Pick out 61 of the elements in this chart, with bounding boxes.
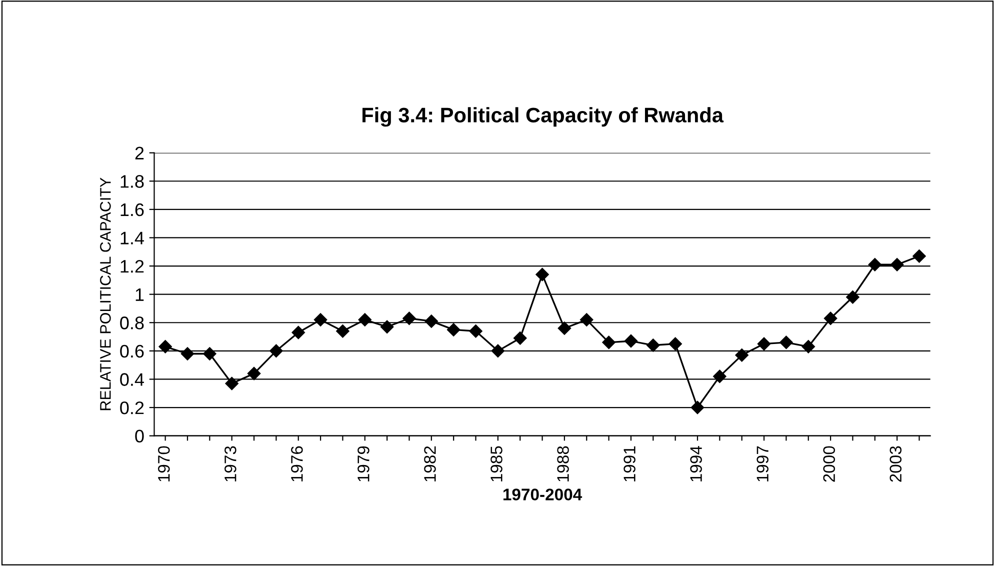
point <box>780 336 793 350</box>
point <box>514 332 527 345</box>
y-axis-title: RELATIVE POLITICAL CAPACITY <box>100 178 111 410</box>
x-tick-label: 1973 <box>224 446 236 482</box>
point <box>158 340 172 354</box>
chart-title: Fig 3.4: Political Capacity of Rwanda <box>362 107 724 127</box>
point <box>580 313 594 326</box>
point <box>402 312 416 325</box>
point <box>824 312 838 325</box>
point <box>802 340 815 354</box>
point <box>424 314 438 328</box>
y-tick-label: 1 <box>136 288 144 301</box>
point <box>446 323 460 336</box>
y-tick-label: 1.4 <box>120 232 144 244</box>
x-tick-label: 1979 <box>358 446 370 482</box>
y-tick-label: 0.8 <box>120 316 144 330</box>
point <box>690 400 704 414</box>
point <box>380 320 394 334</box>
point <box>314 313 328 326</box>
point <box>713 370 726 383</box>
y-tick-label: 1.8 <box>120 175 144 188</box>
point <box>270 344 283 358</box>
point <box>602 336 616 350</box>
point <box>180 347 194 360</box>
x-tick-label: 1994 <box>690 446 702 482</box>
point <box>469 324 482 338</box>
point <box>292 326 305 340</box>
y-tick-label: 1.2 <box>120 260 144 273</box>
point <box>247 366 261 380</box>
y-tick-label: 2 <box>135 146 144 160</box>
point <box>336 324 350 338</box>
x-tick-label: 2003 <box>890 446 902 482</box>
x-axis-title: 1970-2004 <box>503 488 582 500</box>
point <box>890 258 904 272</box>
point <box>491 344 505 358</box>
point <box>912 250 926 263</box>
x-tick-label: 1970 <box>158 446 170 482</box>
x-tick-label: 2000 <box>823 446 836 482</box>
point <box>868 258 882 272</box>
x-tick-label: 1997 <box>756 446 768 482</box>
point <box>203 347 216 360</box>
y-tick-label: 0.4 <box>120 373 144 386</box>
x-tick-label: 1982 <box>424 446 436 482</box>
x-tick-label: 1988 <box>557 446 569 482</box>
point <box>757 337 771 350</box>
x-tick-label: 1991 <box>624 446 636 482</box>
point <box>358 313 372 326</box>
point <box>225 376 238 390</box>
y-tick-label: 0.2 <box>120 401 144 414</box>
point <box>668 337 682 350</box>
point <box>624 334 638 348</box>
point <box>536 268 549 282</box>
y-tick-label: 1.6 <box>120 203 144 216</box>
point <box>646 338 660 352</box>
x-tick-label: 1976 <box>291 446 303 482</box>
point <box>846 290 860 304</box>
point <box>558 322 572 335</box>
y-tick-label: 0.6 <box>120 344 144 358</box>
x-tick-label: 1985 <box>490 446 502 482</box>
point <box>735 348 748 362</box>
y-tick-label: 0 <box>135 430 144 443</box>
